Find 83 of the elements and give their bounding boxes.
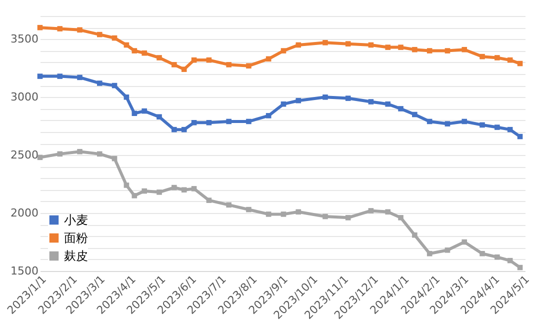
point [156, 190, 162, 195]
point [385, 44, 390, 50]
point [426, 48, 432, 54]
point [132, 110, 138, 116]
point [77, 74, 82, 80]
point [480, 54, 485, 60]
point [96, 151, 102, 157]
point [57, 26, 63, 32]
point [246, 206, 252, 212]
point [37, 74, 43, 79]
point [266, 56, 272, 62]
point [280, 48, 286, 54]
y-tick-label: 3000 [10, 90, 38, 104]
point [172, 184, 177, 190]
point [494, 124, 500, 130]
point [494, 55, 500, 60]
point [181, 126, 187, 132]
point [142, 108, 147, 114]
point [96, 80, 102, 86]
point [322, 214, 328, 220]
point [156, 55, 162, 60]
point [462, 118, 468, 124]
point [280, 212, 286, 217]
point [77, 27, 82, 33]
point [444, 48, 450, 54]
point [246, 63, 252, 68]
point [385, 101, 390, 107]
point [124, 94, 130, 100]
point [132, 193, 138, 198]
point [172, 126, 177, 132]
point [206, 198, 212, 203]
point [345, 41, 351, 46]
point [124, 182, 130, 188]
point [462, 46, 468, 52]
y-tick-label: 2500 [10, 148, 38, 162]
point [156, 114, 162, 120]
point [322, 40, 328, 46]
point [345, 215, 351, 220]
point [296, 209, 302, 215]
legend-label: 小麦 [64, 213, 88, 227]
point [266, 212, 272, 217]
point [444, 247, 450, 253]
point [142, 188, 147, 194]
point [480, 122, 485, 128]
point [57, 74, 63, 79]
point [480, 250, 485, 256]
point [226, 62, 232, 68]
point [266, 113, 272, 118]
y-tick-label: 3500 [10, 32, 38, 46]
point [322, 94, 328, 100]
point [181, 66, 187, 72]
point [191, 186, 197, 192]
legend-label: 面粉 [64, 231, 88, 245]
point [206, 120, 212, 126]
point [181, 187, 187, 193]
point [494, 254, 500, 260]
legend-label: 麸皮 [64, 249, 88, 263]
point [132, 48, 138, 54]
point [57, 151, 63, 157]
point [142, 50, 147, 56]
y-tick-label: 2000 [10, 206, 38, 220]
point [462, 239, 468, 245]
point [191, 120, 197, 126]
point [226, 118, 232, 124]
point [444, 121, 450, 126]
point [368, 208, 374, 214]
point [398, 106, 404, 112]
point [412, 112, 418, 118]
point [345, 96, 351, 101]
point [246, 118, 252, 124]
point [368, 99, 374, 104]
point [412, 46, 418, 52]
point [398, 215, 404, 220]
point [296, 98, 302, 104]
point [426, 250, 432, 256]
point [398, 44, 404, 50]
point [412, 232, 418, 238]
y-tick-label: 1500 [10, 264, 38, 278]
point [385, 209, 390, 215]
point [77, 148, 82, 154]
point [172, 62, 177, 68]
point [96, 32, 102, 38]
point [226, 202, 232, 208]
